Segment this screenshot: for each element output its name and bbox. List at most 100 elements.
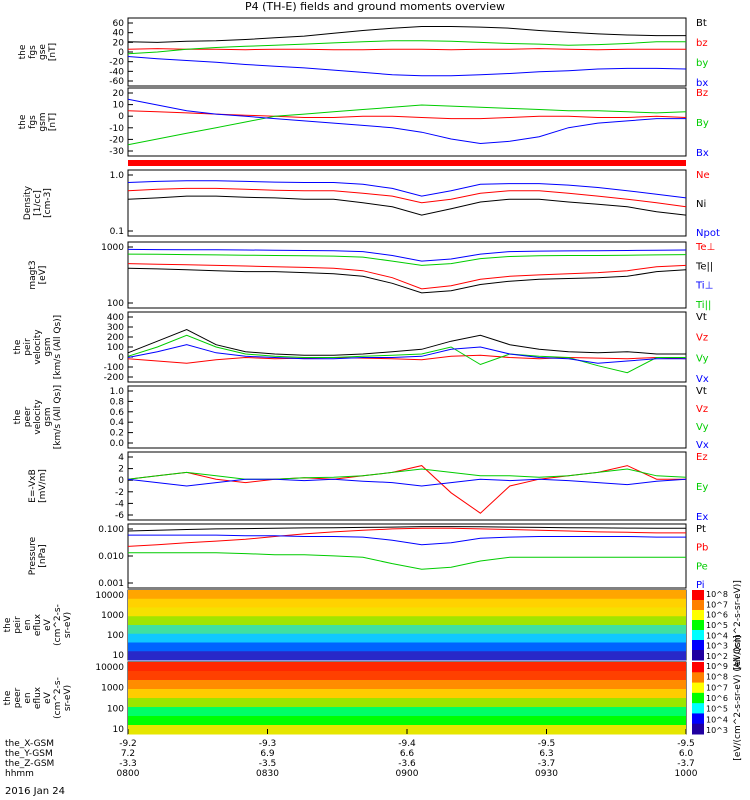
panel-3-legend-0: Te⊥ — [695, 242, 715, 253]
panel-6-legend-2: Ex — [696, 512, 708, 523]
panel-4-ytick: 100 — [107, 343, 124, 353]
panel-7-legend-1: Pb — [696, 543, 708, 554]
panel-4-series-1 — [127, 354, 687, 364]
panel-9-ylabel-line: eV — [43, 691, 53, 704]
colorbar-0-segment-2 — [692, 610, 704, 621]
panel-0-ytick: -60 — [109, 77, 124, 87]
colorbar-0-tick: 10^3 — [706, 642, 728, 651]
panel-1-series-0 — [127, 110, 687, 120]
panel-6-ytick: 4 — [118, 453, 124, 463]
ephemeris-value: 6.6 — [400, 749, 415, 759]
panel-5-ytick: 0.4 — [110, 418, 125, 428]
panel-9-band-5 — [128, 707, 686, 717]
colorbar-0-tick: 10^6 — [706, 611, 728, 620]
panel-2-ytick: 0.1 — [110, 227, 124, 237]
panel-7-ylabel: Pressure [nPa] — [28, 536, 48, 575]
panel-7-series-1 — [127, 527, 686, 547]
panel-0-legend-3: bx — [696, 78, 708, 89]
panel-6-ylabel: E=-VxB [mV/m] — [28, 469, 48, 503]
panel-1-ytick: 20 — [113, 89, 125, 99]
panel-0-ytick: -40 — [109, 67, 124, 77]
panel-4-ylabel-line: [km/s (All Qs)] — [53, 315, 63, 379]
panel-8-ylabel-line: eflux — [33, 613, 43, 636]
panel-9-ylabel-line: peer — [13, 687, 23, 708]
panel-9-ylabel-line: (cm^2-s- — [53, 677, 63, 719]
panel-0-legend-0: Bt — [696, 18, 707, 29]
panel-9-band-2 — [128, 680, 686, 690]
ephemeris-value: 0800 — [117, 769, 140, 779]
panel-9-band-3 — [128, 689, 686, 699]
ephemeris-row-label: the_Z-GSM — [5, 759, 54, 769]
panel-1-ytick: 0 — [118, 112, 124, 122]
panel-8-band-6 — [128, 642, 686, 652]
panel-6-ytick: -2 — [115, 488, 124, 498]
colorbar-0-tick: 10^7 — [706, 600, 728, 609]
panel-4-ylabel-line: the — [13, 339, 23, 354]
panel-6-legend-1: Ey — [696, 482, 708, 493]
panel-1-ylabel-line: the — [18, 114, 28, 129]
panel-9-ylabel-line: eflux — [33, 686, 43, 709]
panel-1-legend-0: Bz — [696, 88, 708, 99]
colorbar-0-tick: 10^8 — [706, 590, 728, 599]
panel-4-ytick: 0 — [118, 353, 124, 363]
panel-7-ytick: 0.010 — [98, 552, 124, 562]
panel-8-band-2 — [128, 607, 686, 617]
panel-1-frame — [127, 87, 687, 157]
ephemeris-value: 6.0 — [679, 749, 694, 759]
panel-9-band-6 — [128, 716, 686, 726]
ephemeris-value: -9.5 — [677, 739, 695, 749]
colorbar-0-label: [eV/(cm^2-s-sr-eV)] — [733, 580, 743, 670]
panel-0-ytick: 20 — [113, 38, 125, 48]
panel-4-ylabel-line: peir — [23, 338, 33, 356]
panel-5-legend-1: Vz — [696, 404, 708, 415]
colorbar-0-segment-3 — [692, 620, 704, 631]
panel-1-ytick: -10 — [109, 124, 124, 134]
page-title: P4 (TH-E) fields and ground moments over… — [245, 0, 505, 13]
colorbar-1-segment-3 — [692, 692, 704, 704]
panel-6-ylabel-line: E=-VxB — [28, 469, 38, 503]
panel-8-ylabel-line: eV — [43, 618, 53, 631]
ephemeris-value: -9.4 — [398, 739, 416, 749]
panel-8-ytick: 1000 — [101, 611, 124, 621]
panel-0-series-0 — [127, 26, 686, 43]
panel-6-ytick: -6 — [115, 511, 124, 521]
ephemeris-row-label: hhmm — [5, 769, 34, 779]
ephemeris-value: -3.5 — [259, 759, 277, 769]
colorbar-1-segment-4 — [692, 703, 704, 714]
panel-5-legend-2: Vy — [696, 422, 709, 433]
ephemeris-value: -9.3 — [259, 739, 277, 749]
panel-5-frame — [127, 385, 687, 449]
colorbar-1-segment-0 — [692, 662, 704, 673]
ephemeris-value: -3.7 — [677, 759, 695, 769]
panel-8-ylabel: the peir en eflux eV (cm^2-s-sr-eV) — [3, 604, 73, 646]
panel-4-ytick: 300 — [107, 323, 124, 333]
panel-3-series-0 — [127, 263, 687, 290]
panel-0-ytick: -20 — [109, 58, 124, 68]
panel-7-legend-2: Pe — [696, 561, 708, 572]
colorbar-0-tick: 10^2 — [706, 652, 728, 661]
panel-7-series-2 — [128, 552, 686, 570]
panel-1-ylabel: the fgs gsm [nT] — [18, 112, 58, 131]
ephemeris-value: 7.2 — [121, 749, 135, 759]
panel-2-legend-0: Ne — [696, 170, 710, 181]
panel-3-legend-1: Te|| — [695, 261, 713, 272]
ephemeris-row-label: the_X-GSM — [5, 739, 54, 749]
panel-7-legend-0: Pt — [696, 524, 706, 535]
panel-4-ylabel: the peir velocity gsm [km/s (All Qs)] — [13, 315, 63, 379]
panel-6-series-0 — [127, 465, 686, 514]
panel-1-ytick: -30 — [109, 147, 124, 157]
ephemeris-row-label: the_Y-GSM — [5, 749, 53, 759]
panel-5-ytick: 0.8 — [110, 397, 125, 407]
panel-9-ytick: 10 — [113, 725, 125, 735]
panel-0-ylabel-line: fgs — [28, 45, 38, 59]
panel-4-legend-1: Vz — [696, 333, 708, 344]
panel-6-ytick: -4 — [115, 499, 124, 509]
panel-7-frame — [127, 523, 687, 589]
panel-8-band-0 — [128, 590, 686, 600]
ephemeris-value: -3.6 — [398, 759, 416, 769]
panel-5-ylabel: the peer velocity gsm [km/s (All Qs)] — [13, 385, 63, 449]
panel-4-legend-3: Vx — [696, 374, 709, 385]
panel-3-ylabel: magt3 [eV] — [28, 260, 48, 289]
ephemeris-value: -3.7 — [538, 759, 556, 769]
ephemeris-value: 0830 — [256, 769, 279, 779]
